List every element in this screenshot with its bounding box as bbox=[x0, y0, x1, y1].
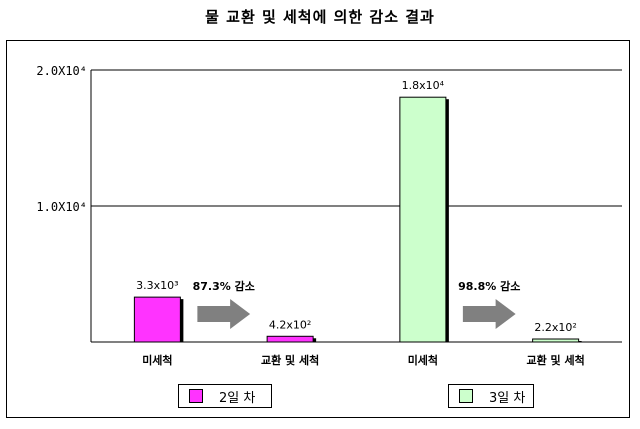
data-label: 4.2x10² bbox=[269, 318, 311, 331]
legend-item-day2: 2일 차 bbox=[178, 384, 272, 408]
legend-label-day2: 2일 차 bbox=[219, 390, 256, 406]
x-tick-label: 교환 및 세척 bbox=[526, 353, 584, 367]
chart-frame bbox=[6, 40, 630, 418]
bar bbox=[399, 96, 447, 343]
legend-item-day3: 3일 차 bbox=[448, 384, 534, 408]
legend-swatch-day2 bbox=[189, 389, 203, 403]
reduction-arrow bbox=[462, 299, 516, 329]
reduction-label: 87.3% 감소 bbox=[193, 279, 255, 293]
x-tick-label: 교환 및 세척 bbox=[261, 353, 319, 367]
y-tick-label: 1.0X10⁴ bbox=[36, 200, 87, 214]
reduction-arrow bbox=[197, 299, 251, 329]
chart-title: 물 교환 및 세척에 의한 감소 결과 bbox=[205, 8, 435, 26]
legend-swatch-day3 bbox=[459, 389, 473, 403]
y-tick-label: 2.0X10⁴ bbox=[36, 64, 87, 78]
x-tick-label: 미세척 bbox=[142, 353, 172, 367]
bar bbox=[266, 335, 314, 343]
reduction-label: 98.8% 감소 bbox=[458, 279, 520, 293]
bar bbox=[532, 338, 580, 343]
data-label: 3.3x10³ bbox=[136, 279, 178, 292]
data-label: 1.8x10⁴ bbox=[402, 79, 445, 92]
data-label: 2.2x10² bbox=[534, 321, 576, 334]
bar bbox=[133, 296, 181, 343]
x-tick-label: 미세척 bbox=[408, 353, 438, 367]
legend-label-day3: 3일 차 bbox=[489, 390, 526, 406]
